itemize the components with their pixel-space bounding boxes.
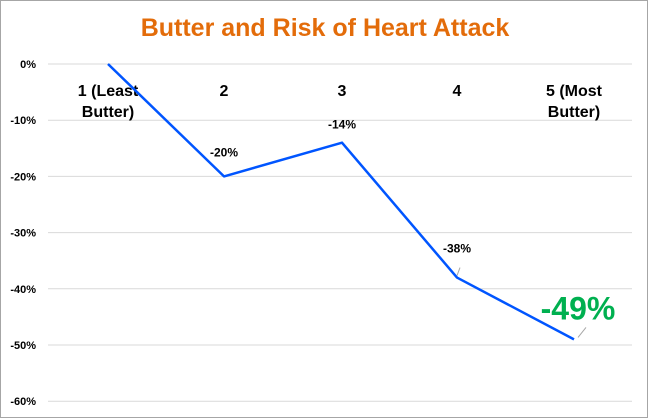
y-tick-label: -50%: [10, 340, 36, 352]
data-label: -14%: [328, 118, 356, 132]
data-label: -38%: [443, 242, 471, 256]
data-label: -20%: [210, 145, 238, 159]
data-label-leader: [456, 267, 461, 276]
y-tick-label: 0%: [20, 59, 36, 71]
y-tick-label: -10%: [10, 115, 36, 127]
data-label: -49%: [541, 290, 616, 326]
series-line: [107, 63, 575, 341]
y-tick-label: -40%: [10, 284, 36, 296]
x-category-label: 3: [338, 83, 347, 100]
x-category-label: 1 (Least Butter): [78, 83, 139, 121]
y-tick-label: -30%: [10, 228, 36, 240]
y-tick-label: -60%: [10, 396, 36, 408]
x-category-label: 2: [220, 83, 229, 100]
y-tick-label: -20%: [10, 171, 36, 183]
chart-title: Butter and Risk of Heart Attack: [140, 14, 510, 42]
x-category-label: 5 (Most Butter): [546, 83, 603, 121]
data-label-leader: [577, 327, 587, 338]
x-category-label: 4: [453, 83, 462, 100]
